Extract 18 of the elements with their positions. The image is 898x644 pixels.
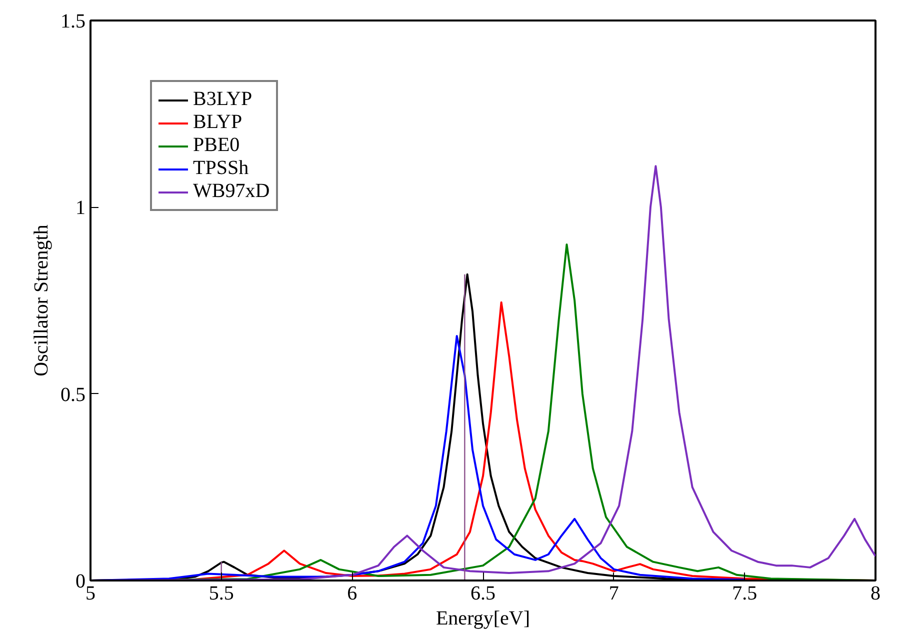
x-tick-label: 6: [347, 582, 358, 604]
x-axis-title: Energy[eV]: [436, 608, 530, 630]
legend-label: PBE0: [193, 134, 240, 157]
y-tick-label: 0: [76, 570, 86, 592]
legend-label: BLYP: [193, 111, 242, 134]
y-axis-title: Oscillator Strength: [30, 224, 52, 376]
legend-label: TPSSh: [193, 157, 249, 180]
x-tick-label: 7: [608, 582, 619, 604]
x-tick-label: 6.5: [470, 582, 496, 604]
y-tick-label: 1: [76, 197, 86, 220]
y-tick-label: 0.5: [60, 384, 86, 406]
x-tick-label: 5.5: [208, 582, 234, 604]
x-tick-label: 7.5: [732, 582, 758, 604]
legend-label: WB97xD: [193, 180, 270, 203]
y-tick-label: 1.5: [60, 10, 86, 32]
legend-label: B3LYP: [193, 88, 252, 111]
x-tick-label: 5: [86, 582, 96, 604]
x-tick-label: 8: [870, 582, 880, 604]
